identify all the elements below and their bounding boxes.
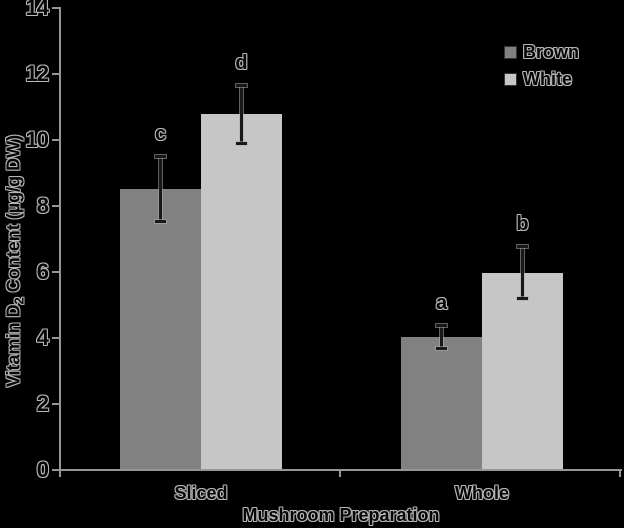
- y-tick: [52, 271, 59, 273]
- y-axis-title-text: Vitamin D: [3, 304, 24, 388]
- y-tick-label: 14: [25, 0, 49, 20]
- error-bar-cap: [436, 346, 447, 350]
- bar-whole-brown: [401, 337, 482, 469]
- y-tick-label: 12: [25, 61, 49, 86]
- error-bar-cap: [236, 141, 247, 145]
- legend-label-white: White: [523, 69, 572, 89]
- category-label-whole: Whole: [455, 483, 509, 503]
- sig-letter-d: d: [235, 51, 248, 74]
- y-tick: [52, 139, 59, 141]
- y-tick: [52, 337, 59, 339]
- error-bar-cap: [155, 154, 166, 158]
- y-axis-title-units: Content (µg/g DW): [3, 134, 24, 298]
- y-axis-title: Vitamin D2 Content (µg/g DW): [4, 135, 27, 387]
- sig-letter-a: a: [435, 292, 448, 315]
- sig-letter-b: b: [516, 213, 529, 236]
- y-tick-label: 10: [25, 127, 49, 152]
- error-bar-cap: [436, 324, 447, 328]
- y-tick-label: 2: [36, 391, 49, 416]
- x-tick: [339, 471, 341, 477]
- error-bar-line: [440, 325, 443, 349]
- y-tick: [52, 73, 59, 75]
- category-label-sliced: Sliced: [174, 483, 228, 503]
- y-tick: [52, 403, 59, 405]
- y-tick-label: 8: [36, 193, 49, 218]
- y-tick-label: 6: [36, 259, 49, 284]
- legend-label-brown: Brown: [523, 42, 579, 62]
- sig-letter-c: c: [154, 122, 167, 145]
- legend-item-white: White: [505, 68, 579, 90]
- bar-sliced-brown: [120, 188, 201, 469]
- legend-item-brown: Brown: [505, 41, 579, 63]
- y-axis-line: [59, 7, 61, 471]
- x-axis-line: [59, 469, 622, 471]
- y-tick: [52, 469, 59, 471]
- error-bar-line: [240, 84, 243, 144]
- bar-sliced-white: [201, 114, 282, 469]
- y-tick: [52, 205, 59, 207]
- y-axis-title-subscript: 2: [11, 297, 27, 305]
- y-tick: [52, 7, 59, 9]
- error-bar-cap: [517, 245, 528, 249]
- error-bar-line: [521, 246, 524, 300]
- y-tick-label: 0: [36, 457, 49, 482]
- legend-swatch-white: [505, 73, 516, 85]
- x-axis-title: Mushroom Preparation: [242, 505, 440, 525]
- error-bar-line: [159, 155, 162, 222]
- legend-swatch-brown: [505, 46, 516, 58]
- error-bar-cap: [517, 297, 528, 301]
- y-tick-label: 4: [36, 325, 49, 350]
- x-tick: [619, 471, 621, 477]
- legend: Brown White: [505, 41, 579, 95]
- bar-whole-white: [482, 272, 563, 469]
- error-bar-cap: [236, 83, 247, 87]
- error-bar-cap: [155, 219, 166, 223]
- x-tick: [59, 471, 61, 477]
